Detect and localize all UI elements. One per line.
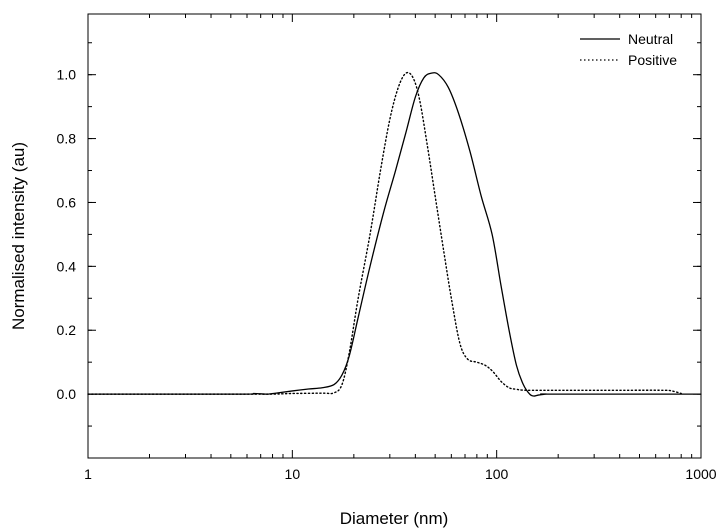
series-line-neutral: [87, 72, 702, 397]
legend-label-positive: Positive: [628, 52, 677, 68]
series-layer: [87, 71, 702, 397]
x-axis-ticks: 1 10 100 1000: [84, 14, 717, 482]
x-tick-label: 1: [84, 466, 92, 482]
y-axis-ticks: 0.0 0.2 0.4 0.6 0.8 1.0: [57, 42, 701, 459]
x-tick-label: 1000: [685, 466, 716, 482]
y-tick-label: 0.4: [57, 258, 77, 274]
plot-frame: [87, 13, 702, 459]
legend-label-neutral: Neutral: [628, 31, 673, 47]
legend: Neutral Positive: [580, 31, 677, 68]
x-tick-label: 100: [485, 466, 509, 482]
x-tick-label: 10: [285, 466, 301, 482]
y-tick-label: 1.0: [57, 67, 77, 83]
y-tick-label: 0.0: [57, 386, 77, 402]
y-axis-title: Normalised intensity (au): [9, 142, 28, 330]
y-tick-label: 0.8: [57, 131, 77, 147]
y-tick-label: 0.6: [57, 194, 77, 210]
series-line-positive: [87, 71, 682, 395]
y-tick-label: 0.2: [57, 322, 77, 338]
x-axis-title: Diameter (nm): [340, 509, 449, 528]
